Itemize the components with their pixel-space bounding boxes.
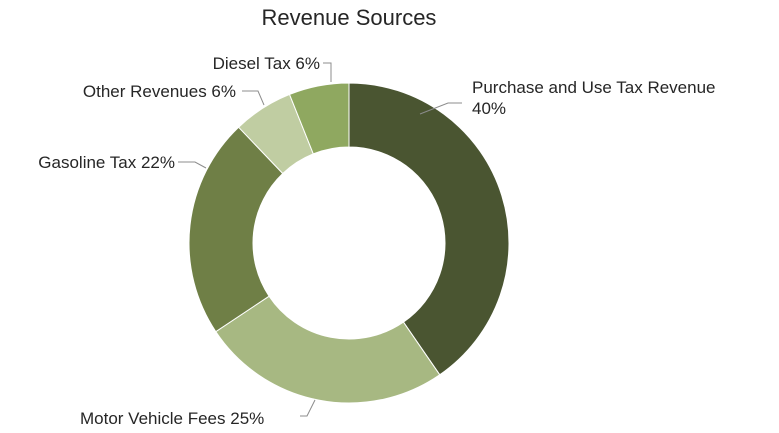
leader-diesel-tax [323, 62, 332, 82]
leader-purchase-and-use-tax-revenue [419, 102, 462, 115]
label-gasoline-tax: Gasoline Tax 22% [38, 153, 175, 172]
slice-gasoline-tax [188, 126, 284, 333]
leader-lines [178, 62, 462, 417]
label-diesel-tax: Diesel Tax 6% [213, 54, 320, 73]
donut-slices [188, 82, 510, 404]
slice-labels: Purchase and Use Tax Revenue 40% Motor Veh… [38, 54, 715, 428]
slice-diesel-tax [288, 82, 350, 155]
label-purchase-and-use-tax-revenue: Purchase and Use Tax Revenue 40% [472, 78, 716, 118]
leader-other-revenues [242, 90, 265, 106]
label-name-purchase-and-use-tax-revenue: Purchase and Use Tax Revenue [472, 78, 716, 97]
label-motor-vehicle-fees: Motor Vehicle Fees 25% [80, 409, 264, 428]
slice-motor-vehicle-fees [215, 295, 441, 404]
label-value-purchase-and-use-tax-revenue: 40% [472, 99, 506, 118]
chart-title: Revenue Sources [262, 5, 437, 30]
leader-motor-vehicle-fees [300, 399, 316, 417]
label-other-revenues: Other Revenues 6% [83, 82, 236, 101]
leader-gasoline-tax [178, 161, 207, 169]
slice-purchase-and-use-tax-revenue [348, 82, 510, 376]
